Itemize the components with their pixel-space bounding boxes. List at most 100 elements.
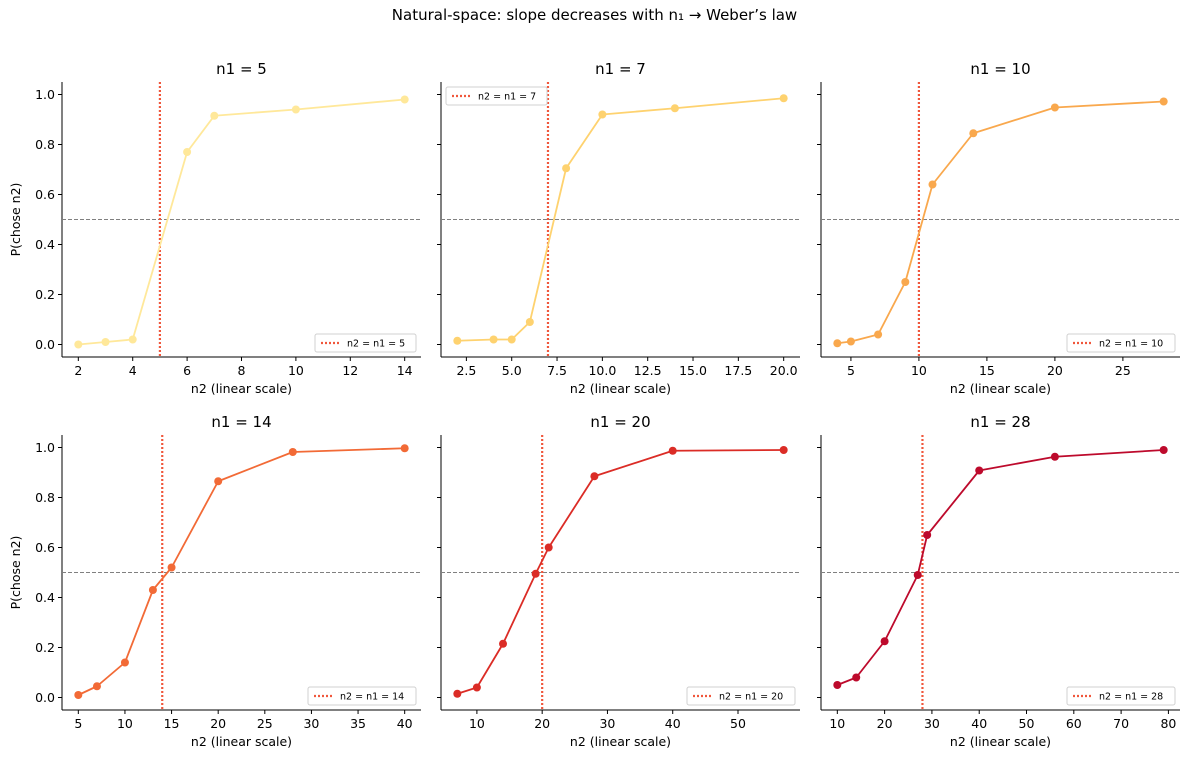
- series-line: [836, 449, 1164, 686]
- y-tick-label: 0.8: [35, 490, 55, 505]
- series-line: [837, 100, 1164, 345]
- x-tick-label: 30: [924, 716, 940, 731]
- data-point: [183, 148, 192, 156]
- data-point: [833, 681, 842, 689]
- data-point: [101, 338, 110, 346]
- x-tick-label: 10: [829, 716, 845, 731]
- data-point: [562, 164, 571, 173]
- y-tick-label: 0.0: [35, 337, 55, 352]
- x-tick-label: 50: [1019, 716, 1035, 731]
- data-point: [923, 531, 932, 539]
- series-line: [457, 449, 784, 695]
- x-tick-label: 7.5: [547, 363, 567, 378]
- x-tick-label: 40: [397, 716, 413, 731]
- data-point: [913, 571, 922, 579]
- x-tick-label: 30: [599, 716, 615, 731]
- x-tick-label: 20: [1047, 363, 1063, 378]
- x-tick-label: 20: [877, 716, 893, 731]
- data-point: [852, 673, 861, 682]
- panel-5: n1 = 20 10 20 30 40 50 n2 (linear scale) n2 = n…: [437, 413, 800, 749]
- data-point: [598, 110, 607, 119]
- legend-label: n2 = n1 = 10: [1099, 339, 1163, 350]
- panel-title: n1 = 20: [590, 413, 650, 431]
- legend: n2 = n1 = 28: [1066, 686, 1176, 706]
- legend-label: n2 = n1 = 14: [340, 692, 404, 703]
- x-tick-label: 30: [303, 716, 319, 731]
- x-tick-label: 20.0: [770, 363, 798, 378]
- x-tick-label: 20: [210, 716, 226, 731]
- y-tick-label: 0.8: [35, 137, 55, 152]
- legend: n2 = n1 = 10: [1066, 333, 1176, 353]
- x-tick-label: 25: [1115, 363, 1131, 378]
- y-tick-label: 0.6: [35, 187, 55, 202]
- data-point: [668, 446, 677, 455]
- x-tick-label: 10: [288, 363, 304, 378]
- y-tick-label: 0.4: [35, 590, 55, 605]
- data-point: [833, 339, 842, 348]
- x-tick-label: 50: [730, 716, 746, 731]
- x-tick-label: 10: [911, 363, 927, 378]
- y-tick-label: 1.0: [35, 440, 55, 455]
- data-point: [214, 477, 223, 486]
- data-point: [507, 335, 516, 344]
- legend: n2 = n1 = 20: [686, 686, 796, 706]
- data-point: [120, 658, 129, 667]
- x-tick-label: 15: [164, 716, 180, 731]
- x-tick-label: 25: [257, 716, 273, 731]
- data-point: [210, 111, 219, 120]
- x-tick-label: 14: [397, 363, 413, 378]
- x-tick-label: 20: [534, 716, 550, 731]
- panel-title: n1 = 28: [970, 413, 1030, 431]
- data-point: [874, 330, 883, 339]
- x-tick-label: 80: [1160, 716, 1176, 731]
- data-point: [291, 105, 300, 114]
- data-point: [167, 563, 176, 572]
- panel-title: n1 = 5: [216, 60, 267, 78]
- data-point: [472, 683, 481, 692]
- x-tick-label: 5: [74, 716, 82, 731]
- panel-title: n1 = 7: [595, 60, 646, 78]
- legend-label: n2 = n1 = 28: [1099, 692, 1163, 703]
- data-point: [969, 129, 978, 138]
- x-axis-label: n2 (linear scale): [950, 381, 1051, 396]
- x-tick-label: 40: [665, 716, 681, 731]
- data-point: [880, 637, 889, 646]
- data-point: [846, 337, 855, 346]
- legend: n2 = n1 = 7: [445, 86, 548, 106]
- x-axis-label: n2 (linear scale): [950, 734, 1051, 749]
- x-tick-label: 60: [1066, 716, 1082, 731]
- legend: n2 = n1 = 14: [307, 686, 417, 706]
- x-tick-label: 5: [847, 363, 855, 378]
- data-point: [670, 104, 679, 113]
- legend-box: [314, 333, 417, 353]
- x-tick-label: 2.5: [456, 363, 476, 378]
- panel-1: n1 = 5 0.0 0.2 0.4 0.6 0.8 1.0 2 4 6 8 10 12 14 n2 (li…: [8, 60, 421, 396]
- data-point: [400, 444, 409, 453]
- x-tick-label: 10: [469, 716, 485, 731]
- series-line: [457, 97, 784, 342]
- legend-box: [1066, 333, 1176, 353]
- y-axis-label: P(chose n2): [8, 536, 23, 610]
- legend-box: [307, 686, 417, 706]
- figure-title: Natural-space: slope decreases with n₁ →…: [391, 6, 798, 24]
- data-point: [74, 340, 83, 349]
- data-point: [1159, 97, 1168, 106]
- data-point: [288, 448, 297, 456]
- data-point: [74, 691, 83, 699]
- y-axis-label: P(chose n2): [8, 183, 23, 257]
- data-point: [779, 94, 788, 103]
- data-point: [975, 466, 984, 475]
- x-tick-label: 2: [74, 363, 82, 378]
- data-point: [544, 543, 553, 552]
- data-point: [901, 278, 910, 286]
- data-point: [489, 335, 498, 344]
- x-tick-label: 15.0: [679, 363, 707, 378]
- x-axis-label: n2 (linear scale): [191, 734, 292, 749]
- series-line: [78, 98, 405, 346]
- data-point: [779, 446, 788, 454]
- panel-title: n1 = 14: [211, 413, 271, 431]
- x-tick-label: 40: [971, 716, 987, 731]
- panel-4: n1 = 14 0.0 0.2 0.4 0.6 0.8 1.0 5 10 15 20 25 30 35 40…: [8, 413, 421, 749]
- panel-2: n1 = 7 2.5 5.0 7.5 10.0 12.5 15.0 17.5 20.0 n2 (l…: [437, 60, 800, 396]
- x-tick-label: 15: [979, 363, 995, 378]
